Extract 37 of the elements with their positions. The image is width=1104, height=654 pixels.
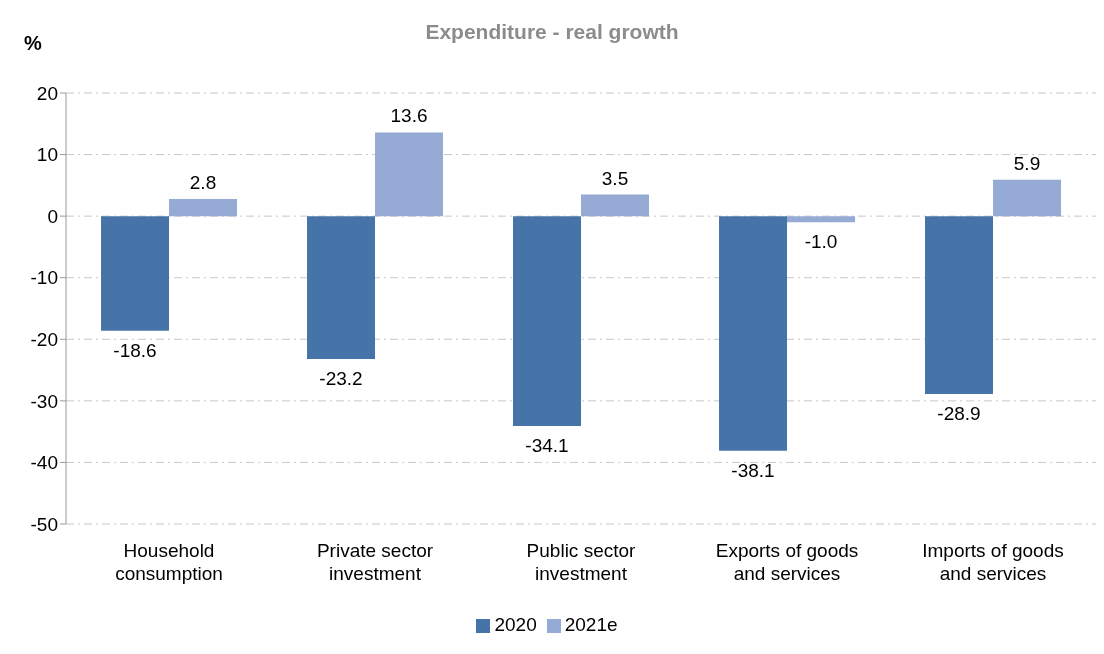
legend-label: 2020: [494, 614, 537, 635]
x-tick-label: Household consumption: [115, 540, 223, 584]
bar: [513, 216, 582, 427]
y-tick-label: -50: [30, 513, 58, 535]
x-tick-label: Public sector investment: [526, 540, 637, 584]
y-tick-label: -30: [30, 390, 58, 412]
bar: [719, 216, 788, 451]
bar: [169, 198, 238, 217]
data-label: 13.6: [390, 105, 428, 127]
data-label: -34.1: [525, 435, 569, 457]
bar: [375, 132, 444, 217]
data-label: 2.8: [189, 171, 217, 193]
data-label: -23.2: [319, 367, 363, 389]
y-tick-label: 10: [36, 144, 58, 166]
y-axis-title: %: [24, 32, 42, 55]
data-label: -28.9: [937, 403, 981, 425]
y-tick-label: -40: [30, 452, 58, 474]
y-tick-label: 0: [47, 205, 58, 227]
x-tick-label: Imports of goods and services: [922, 540, 1064, 584]
bar: [307, 216, 376, 359]
data-label: -1.0: [804, 231, 838, 253]
y-tick-label: -10: [30, 267, 58, 289]
bar: [581, 194, 650, 217]
bar: [993, 179, 1062, 217]
data-label: -18.6: [113, 339, 157, 361]
y-tick-label: 20: [36, 82, 58, 104]
bar: [925, 216, 994, 395]
x-tick-label: Private sector investment: [316, 540, 434, 584]
legend-label: 2021e: [564, 614, 618, 635]
y-tick-label: -20: [30, 329, 58, 351]
chart-title: Expenditure - real growth: [425, 20, 679, 43]
x-tick-label: Exports of goods and services: [715, 540, 859, 584]
data-label: -38.1: [731, 459, 775, 481]
bar: [787, 216, 856, 223]
bar: [101, 216, 170, 331]
data-label: 3.5: [601, 167, 629, 189]
data-label: 5.9: [1013, 152, 1041, 174]
